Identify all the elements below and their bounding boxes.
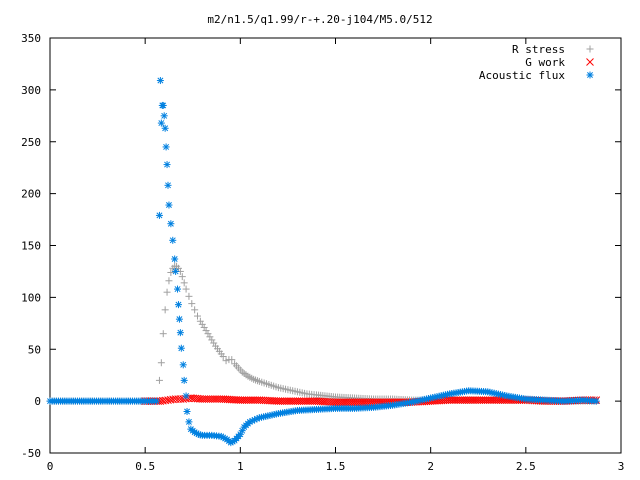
legend-marker <box>586 71 594 79</box>
data-point <box>182 392 190 400</box>
y-axis: -50 0 50 100 150 200 250 300 350 <box>21 32 621 460</box>
data-point <box>160 112 168 120</box>
data-point <box>185 418 193 426</box>
plot-frame <box>49 37 622 454</box>
y-tick-label: 250 <box>21 136 41 149</box>
legend-label: Acoustic flux <box>479 69 565 82</box>
data-point <box>175 315 183 323</box>
y-tick-label: 200 <box>21 188 41 201</box>
data-point <box>157 119 165 127</box>
data-point <box>194 312 202 320</box>
data-point <box>174 301 182 309</box>
data-point <box>157 359 165 367</box>
data-point <box>191 306 199 314</box>
x-tick-label: 1 <box>237 460 244 473</box>
data-point <box>171 255 179 263</box>
data-point <box>179 361 187 369</box>
data-point <box>172 267 180 275</box>
data-point <box>169 236 177 244</box>
data-point <box>210 339 218 347</box>
data-point <box>156 77 164 85</box>
chart-title: m2/n1.5/q1.99/r-+.20-j104/M5.0/512 <box>207 13 432 26</box>
data-point <box>219 353 227 361</box>
data-point <box>164 181 172 189</box>
data-point <box>200 323 208 331</box>
data-point <box>159 330 167 338</box>
x-axis: 0 0.5 1 1.5 2 2.5 3 <box>47 38 625 473</box>
x-tick-label: 1.5 <box>326 460 346 473</box>
data-point <box>222 357 230 365</box>
data-point <box>155 211 163 219</box>
data-point <box>183 408 191 415</box>
series-r-stress <box>46 262 600 405</box>
data-point <box>163 288 171 296</box>
data-point <box>178 273 186 281</box>
data-point <box>180 279 188 287</box>
y-tick-label: 350 <box>21 32 41 45</box>
data-point <box>202 327 210 335</box>
x-tick-label: 2 <box>427 460 434 473</box>
data-point <box>208 336 216 344</box>
data-point <box>165 277 173 285</box>
legend-label: G work <box>525 56 565 69</box>
y-tick-label: 300 <box>21 84 41 97</box>
data-point <box>163 161 171 169</box>
data-point <box>185 292 193 300</box>
data-point <box>198 320 206 328</box>
y-tick-label: 100 <box>21 291 41 304</box>
data-point <box>162 143 170 151</box>
data-point <box>165 201 173 209</box>
data-point <box>174 285 182 293</box>
data-point <box>167 220 175 228</box>
data-point <box>176 329 184 337</box>
data-point <box>167 268 175 276</box>
data-point <box>155 376 163 384</box>
data-point <box>180 376 188 384</box>
x-tick-label: 2.5 <box>516 460 536 473</box>
data-point <box>592 397 600 405</box>
data-point <box>177 344 185 352</box>
x-tick-label: 0 <box>47 460 54 473</box>
legend-marker <box>586 45 594 53</box>
data-point <box>204 330 212 338</box>
data-point <box>161 124 169 132</box>
legend-label: R stress <box>512 43 565 56</box>
data-point <box>188 300 196 308</box>
data-point <box>159 101 167 109</box>
series-layer <box>46 77 601 447</box>
data-point <box>228 356 236 364</box>
data-point <box>182 285 190 293</box>
legend-marker <box>586 58 594 66</box>
y-tick-label: -50 <box>21 447 41 460</box>
y-tick-label: 0 <box>34 395 41 408</box>
y-tick-label: 150 <box>21 240 41 253</box>
x-tick-label: 3 <box>618 460 625 473</box>
data-point <box>161 306 169 314</box>
y-tick-label: 50 <box>28 343 41 356</box>
data-point <box>206 333 214 341</box>
x-tick-label: 0.5 <box>135 460 155 473</box>
plot-area <box>49 37 622 454</box>
data-point <box>153 397 161 405</box>
series-acoustic-flux <box>46 77 600 447</box>
